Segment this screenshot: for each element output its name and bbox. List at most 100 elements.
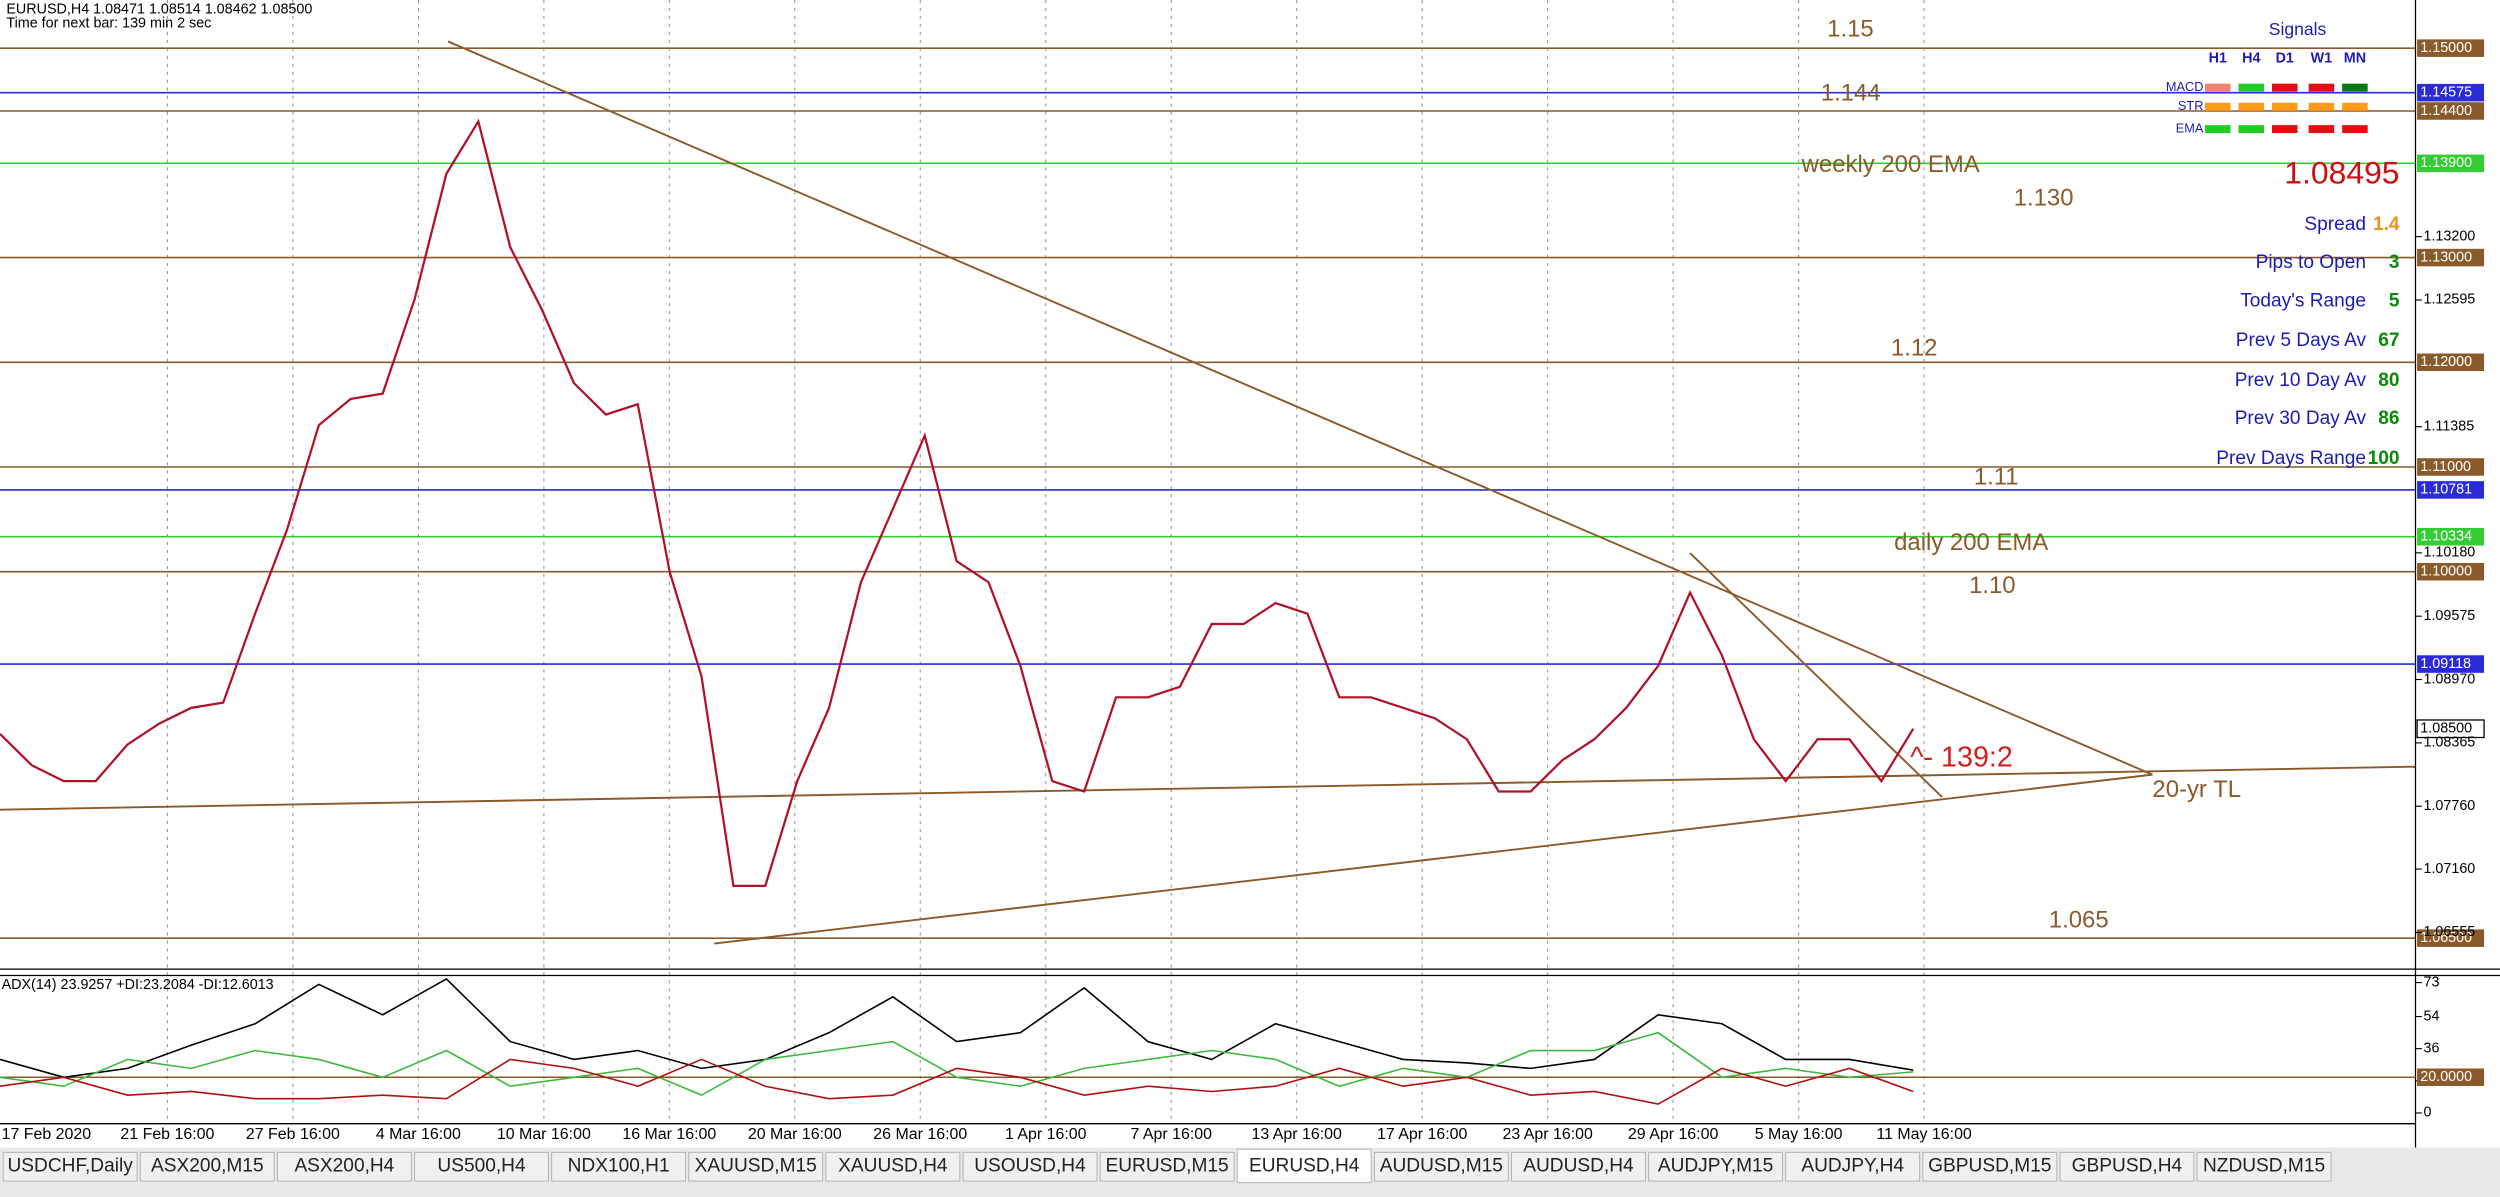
level-label: 1.10000: [2420, 563, 2472, 579]
current-price: 1.08495: [2284, 155, 2399, 191]
adx-panel: ADX(14) 23.9257 +DI:23.2084 -DI:12.6013 …: [0, 974, 2485, 1121]
tab-label[interactable]: AUDUSD,M15: [1380, 1156, 1503, 1177]
tab[interactable]: [1373, 1151, 1509, 1182]
level-label: 1.13000: [2420, 249, 2472, 265]
bar-timer: Time for next bar: 139 min 2 sec: [6, 16, 211, 32]
signal-cell: [2342, 83, 2368, 92]
level-box: [2417, 458, 2485, 476]
date-label: 4 Mar 16:00: [376, 1126, 461, 1143]
adx-tick-label: 73: [2423, 974, 2439, 990]
info-value: 80: [2378, 370, 2399, 391]
tab-label[interactable]: AUDJPY,H4: [1801, 1156, 1904, 1177]
level-box: [2417, 481, 2485, 499]
adx-level-label: 20.0000: [2420, 1069, 2472, 1085]
tab[interactable]: [2, 1151, 138, 1182]
tab-label[interactable]: ASX200,H4: [294, 1156, 394, 1177]
signal-cell: [2205, 102, 2231, 111]
price-tick-label: 1.11385: [2423, 418, 2474, 434]
signal-row-label: EMA: [2176, 120, 2204, 135]
date-label: 17 Apr 16:00: [1377, 1126, 1468, 1143]
price-line: [0, 118, 1915, 887]
annotation: weekly 200 EMA: [1801, 151, 1980, 178]
info-value: 3: [2389, 252, 2400, 273]
tab[interactable]: [1785, 1151, 1921, 1182]
price-axis: 1.15000 1.14575 1.14400 1.13900 1.13000 1.120…: [2415, 39, 2485, 947]
adx-tick-label: 54: [2423, 1008, 2439, 1024]
tab[interactable]: [2059, 1151, 2195, 1182]
tab[interactable]: [1648, 1151, 1784, 1182]
tab[interactable]: [1099, 1151, 1235, 1182]
tab-label[interactable]: GBPUSD,M15: [1928, 1156, 2051, 1177]
signal-cell: [2238, 125, 2265, 134]
date-label: 26 Mar 16:00: [873, 1126, 967, 1143]
signal-cell: [2342, 125, 2368, 134]
level-label: 1.10781: [2420, 482, 2472, 498]
signal-cell: [2342, 102, 2368, 111]
level-box: [2417, 929, 2485, 947]
price-series: [0, 118, 1915, 887]
info-value: 67: [2378, 330, 2399, 351]
tab[interactable]: [1922, 1151, 2058, 1182]
tab[interactable]: [962, 1151, 1098, 1182]
signal-cell: [2308, 125, 2335, 134]
level-box: [2417, 655, 2485, 673]
level-label: 1.09118: [2420, 656, 2471, 672]
price-tick-label: 1.07160: [2423, 861, 2475, 877]
adx-tick-label: 0: [2423, 1105, 2431, 1121]
level-label: 1.14400: [2420, 103, 2472, 119]
signal-cell: [2272, 102, 2298, 111]
date-label: 27 Feb 16:00: [246, 1126, 340, 1143]
signal-column: D1: [2276, 51, 2294, 67]
price-tick-label: 1.12595: [2423, 292, 2475, 308]
tab-label[interactable]: AUDUSD,H4: [1523, 1156, 1634, 1177]
rising-trendline: [714, 773, 2153, 945]
tab-label[interactable]: ASX200,M15: [151, 1156, 264, 1177]
annotation: 1.15: [1827, 16, 1874, 43]
date-label: 21 Feb 16:00: [120, 1126, 214, 1143]
tab[interactable]: [2196, 1151, 2332, 1182]
annotation: 20-yr TL: [2152, 776, 2241, 803]
tab-label[interactable]: XAUUSD,M15: [695, 1156, 817, 1177]
bid-label: 1.08500: [2420, 721, 2472, 737]
adx-tick-label: 36: [2423, 1040, 2439, 1056]
tab-label[interactable]: USDCHF,Daily: [7, 1156, 133, 1177]
tab-label[interactable]: AUDJPY,M15: [1658, 1156, 1773, 1177]
info-value: 86: [2378, 408, 2399, 429]
tab[interactable]: [688, 1151, 824, 1182]
tab-label[interactable]: GBPUSD,H4: [2072, 1156, 2183, 1177]
tab-label[interactable]: NDX100,H1: [568, 1156, 670, 1177]
signals-panel: Signals 1.08495 H1 H4 D1 W1 MN MACD STR EMA Spre…: [2166, 19, 2400, 469]
tab[interactable]: [825, 1151, 961, 1182]
level-box: [2417, 527, 2485, 546]
signal-column: H4: [2242, 51, 2260, 67]
tab-label[interactable]: USOUSD,H4: [974, 1156, 1086, 1177]
signal-cell: [2308, 102, 2335, 111]
annotation: 1.10: [1969, 572, 2016, 599]
annotation: ^- 139:2: [1910, 741, 2013, 773]
info-label: Spread: [2304, 214, 2366, 235]
signal-cell: [2272, 125, 2298, 134]
tab[interactable]: [1236, 1148, 1372, 1184]
tab[interactable]: [276, 1151, 412, 1182]
signal-column: MN: [2344, 51, 2366, 67]
level-box: [2417, 39, 2485, 57]
signal-cell: [2205, 125, 2231, 134]
tab[interactable]: [414, 1151, 549, 1182]
adx-line: [0, 1058, 1914, 1105]
date-label: 20 Mar 16:00: [748, 1126, 842, 1143]
tab[interactable]: [551, 1151, 687, 1182]
price-tick-label: 1.09575: [2423, 608, 2475, 624]
tab-label[interactable]: EURUSD,H4: [1249, 1156, 1360, 1177]
adx-title: ADX(14) 23.9257 +DI:23.2084 -DI:12.6013: [2, 977, 274, 993]
tab-label[interactable]: NZDUSD,M15: [2203, 1156, 2325, 1177]
tab[interactable]: [139, 1151, 275, 1182]
tab-label[interactable]: EURUSD,M15: [1105, 1156, 1228, 1177]
twenty-year-trendline: [0, 765, 2416, 811]
tab-label[interactable]: XAUUSD,H4: [838, 1156, 948, 1177]
tab-label[interactable]: US500,H4: [437, 1156, 526, 1177]
date-label: 23 Apr 16:00: [1502, 1126, 1593, 1143]
date-label: 5 May 16:00: [1755, 1126, 1843, 1143]
downtrend-line: [447, 40, 2153, 776]
tab[interactable]: [1511, 1151, 1646, 1182]
level-label: 1.11000: [2420, 459, 2471, 475]
